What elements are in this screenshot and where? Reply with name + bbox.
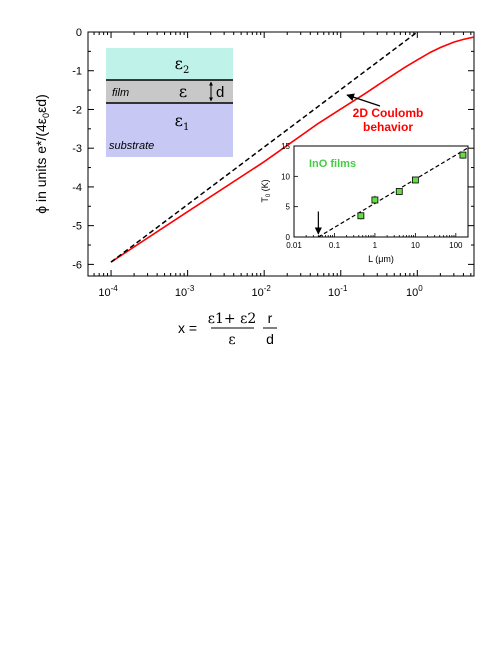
inset-fit-line bbox=[318, 147, 469, 238]
inset-data-point bbox=[411, 176, 419, 184]
inset-x-axis-title: L (μm) bbox=[368, 254, 394, 264]
x-tick-label: 10-4 bbox=[98, 284, 118, 299]
top-layer-label: ε2 bbox=[175, 54, 190, 76]
annotation-arrow bbox=[346, 93, 381, 107]
inset-y-axis-title: T0 (K) bbox=[260, 179, 272, 202]
x-tick-label: 10-2 bbox=[251, 284, 271, 299]
substrate-side-label: substrate bbox=[109, 140, 154, 152]
inset-data-point bbox=[459, 151, 467, 159]
x-tick-label: 10-1 bbox=[328, 284, 348, 299]
main-plot-frame bbox=[87, 31, 475, 277]
y-tick-label: -1 bbox=[72, 66, 82, 78]
y-tick-label: -6 bbox=[72, 259, 82, 271]
inset-x-tick-label: 0.1 bbox=[329, 241, 341, 250]
x-axis-title-lhs: x = bbox=[178, 320, 197, 336]
x-tick-label: 100 bbox=[406, 284, 423, 299]
main-series-layer bbox=[110, 32, 474, 263]
inset-y-tick-label: 0 bbox=[286, 233, 291, 242]
inset-x-tick-label: 0.01 bbox=[286, 241, 302, 250]
inset-y-tick-label: 15 bbox=[281, 142, 290, 151]
inset-y-tick-label: 10 bbox=[281, 172, 290, 181]
y-tick-label: -2 bbox=[72, 104, 82, 116]
layer-diagram: ε2 ε film d ε1 substrate bbox=[106, 48, 233, 157]
inset-data-point bbox=[395, 188, 403, 195]
thickness-label: d bbox=[216, 84, 224, 101]
annotation-line-2: behavior bbox=[363, 120, 413, 134]
inset-x-tick-label: 1 bbox=[373, 241, 378, 250]
inset-title: InO films bbox=[309, 158, 356, 170]
y-tick-label: 0 bbox=[76, 27, 82, 39]
inset-series-group bbox=[314, 147, 469, 238]
annotation: 2D Coulomb behavior bbox=[346, 93, 424, 134]
main-ticks bbox=[87, 31, 474, 276]
x-axis-title-d: d bbox=[266, 331, 274, 347]
x-axis-title-r: r bbox=[268, 310, 273, 326]
film-side-label: film bbox=[112, 87, 129, 99]
inset-tick-labels: 0.01 0.1 1 10 100 0 5 10 15 bbox=[281, 142, 463, 250]
inset-data-point bbox=[357, 212, 365, 220]
inset-plot: 0.01 0.1 1 10 100 0 5 10 15 InO films T0 (K) L (… bbox=[260, 142, 469, 264]
x-axis-title: x = ε1+ ε2 ε r d bbox=[178, 310, 277, 348]
inset-data-point bbox=[371, 196, 379, 204]
potential-curve bbox=[110, 36, 474, 263]
x-tick-label: 10-3 bbox=[175, 284, 195, 299]
x-axis-title-denominator: ε bbox=[228, 332, 235, 348]
x-axis-title-numerator: ε1+ ε2 bbox=[208, 311, 257, 327]
inset-y-tick-label: 5 bbox=[286, 203, 291, 212]
substrate-layer bbox=[106, 103, 233, 157]
film-layer-label: ε bbox=[179, 82, 187, 101]
main-series-group bbox=[110, 32, 474, 263]
inset-frame bbox=[293, 145, 469, 238]
y-tick-label: -4 bbox=[72, 182, 82, 194]
film-layer bbox=[106, 80, 233, 103]
inset-x-tick-label: 100 bbox=[449, 241, 463, 250]
y-axis-title: ϕ in units e*/(4ε0εd) bbox=[33, 94, 51, 214]
annotation-line-1: 2D Coulomb bbox=[353, 106, 424, 120]
substrate-layer-label: ε1 bbox=[175, 111, 190, 133]
inset-x-tick-label: 10 bbox=[411, 241, 420, 250]
inset-ticks bbox=[293, 145, 469, 238]
y-tick-label: -3 bbox=[72, 143, 82, 155]
y-tick-label: -5 bbox=[72, 221, 82, 233]
top-layer bbox=[106, 48, 233, 80]
